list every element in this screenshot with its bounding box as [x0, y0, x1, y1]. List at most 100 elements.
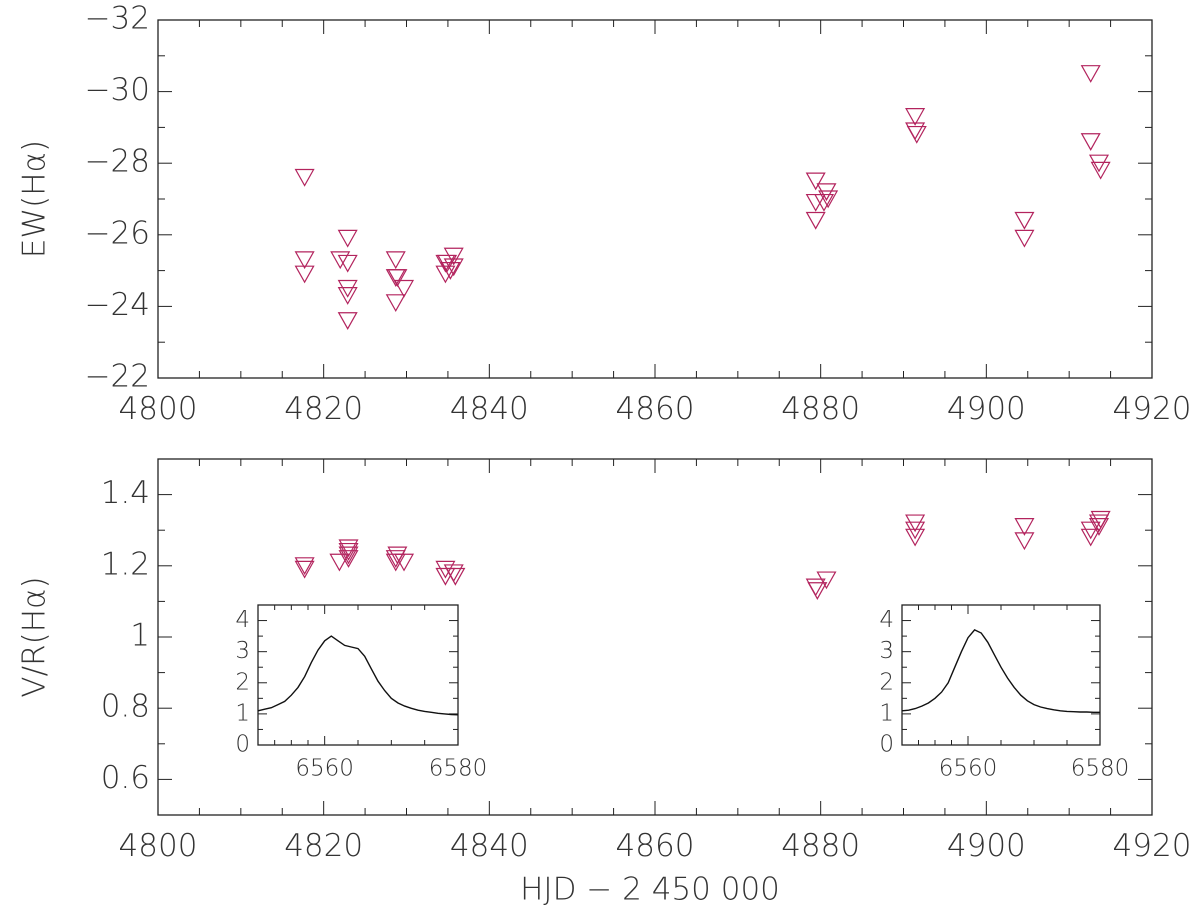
- y-tick-label: 2: [879, 669, 894, 695]
- x-tick-label: 4920: [1113, 391, 1192, 427]
- marker: [905, 521, 926, 540]
- marker: [338, 539, 359, 558]
- marker: [338, 546, 359, 565]
- y-tick-label: 2: [235, 669, 250, 695]
- marker: [337, 254, 358, 273]
- x-tick-label: 4900: [947, 391, 1026, 427]
- marker: [1088, 154, 1110, 173]
- marker: [435, 567, 456, 586]
- x-tick-label: 4900: [947, 828, 1026, 864]
- x-tick-label: 4800: [119, 828, 198, 864]
- marker: [818, 190, 839, 209]
- profile-line: [257, 635, 459, 716]
- x-tick-label: 6580: [429, 756, 488, 782]
- panel: 4800 4820 4840 4860 4880 4900 4920 −32 −30 −28 −26…: [17, 1, 1192, 428]
- y-tick-label: −28: [85, 144, 150, 180]
- profile-line: [901, 629, 1100, 713]
- marker: [330, 251, 351, 270]
- y-tick-label: −32: [85, 1, 150, 37]
- x-tick-label: 4860: [616, 391, 695, 427]
- marker: [1090, 161, 1111, 180]
- marker: [294, 251, 315, 270]
- marker: [435, 265, 456, 284]
- panel: 6560 6580 0 1 2 3 4: [879, 604, 1130, 782]
- y-axis-label: V/R(Hα): [17, 576, 53, 697]
- marker: [1080, 521, 1101, 540]
- marker: [385, 294, 406, 313]
- y-tick-label: −30: [85, 72, 150, 108]
- marker: [813, 193, 835, 212]
- y-tick-label: −22: [85, 359, 150, 395]
- marker: [1080, 65, 1101, 83]
- marker: [387, 546, 408, 565]
- y-tick-label: 1.4: [101, 475, 150, 511]
- plot-frame: [901, 604, 1101, 746]
- marker: [337, 287, 358, 305]
- marker: [437, 254, 458, 273]
- y-tick-label: 0: [235, 732, 250, 758]
- marker: [816, 183, 837, 202]
- marker: [1090, 510, 1111, 529]
- marker: [805, 211, 826, 230]
- marker: [1080, 528, 1101, 547]
- marker: [1014, 532, 1035, 551]
- x-tick-label: 4840: [450, 391, 529, 427]
- marker: [445, 567, 466, 586]
- marker: [805, 172, 826, 191]
- x-tick-label: 4820: [284, 391, 363, 427]
- marker: [1080, 133, 1101, 151]
- plot-frame: [257, 604, 459, 746]
- x-tick-label: 6560: [939, 756, 998, 782]
- y-tick-label: 1: [879, 700, 894, 726]
- y-axis-label: EW(Hα): [17, 140, 53, 258]
- marker: [385, 251, 406, 270]
- x-axis-label: HJD − 2 450 000: [520, 872, 780, 907]
- marker: [337, 312, 358, 330]
- x-tick-label: 4840: [450, 828, 529, 864]
- x-tick-label: 4860: [616, 828, 695, 864]
- x-tick-label: 6580: [1071, 756, 1130, 782]
- y-tick-label: 3: [879, 638, 894, 664]
- x-tick-label: 6560: [295, 756, 354, 782]
- y-tick-label: 0.8: [101, 689, 150, 725]
- y-tick-label: 4: [235, 607, 250, 633]
- marker: [387, 269, 408, 287]
- marker: [1014, 518, 1035, 536]
- x-tick-label: 4880: [781, 391, 860, 427]
- plot-frame: [157, 19, 1153, 379]
- y-tick-label: 4: [879, 607, 894, 633]
- x-tick-label: 4920: [1113, 828, 1192, 864]
- x-tick-label: 4880: [781, 828, 860, 864]
- y-tick-label: 0: [879, 732, 894, 758]
- marker: [294, 265, 315, 284]
- panel: 6560 6580 0 1 2 3 4: [235, 604, 488, 782]
- marker: [329, 553, 350, 572]
- marker: [435, 560, 456, 579]
- marker: [816, 571, 837, 590]
- marker: [1014, 211, 1035, 230]
- y-tick-label: 0.6: [101, 760, 150, 796]
- y-tick-label: 1: [235, 700, 250, 726]
- marker: [905, 514, 926, 533]
- marker: [905, 528, 926, 547]
- marker: [440, 262, 461, 280]
- marker: [294, 557, 315, 576]
- y-tick-label: 1.2: [101, 546, 150, 582]
- marker: [338, 542, 359, 561]
- marker: [294, 168, 315, 187]
- marker: [337, 229, 358, 248]
- y-tick-label: 3: [235, 638, 250, 664]
- x-tick-label: 4820: [284, 828, 363, 864]
- marker: [338, 550, 359, 568]
- marker: [1088, 518, 1110, 536]
- marker: [294, 560, 315, 579]
- marker: [906, 125, 927, 144]
- y-tick-label: −24: [85, 287, 150, 323]
- x-tick-label: 4800: [119, 391, 198, 427]
- marker: [393, 553, 415, 572]
- marker: [393, 279, 415, 298]
- marker: [905, 108, 926, 126]
- marker: [807, 582, 828, 600]
